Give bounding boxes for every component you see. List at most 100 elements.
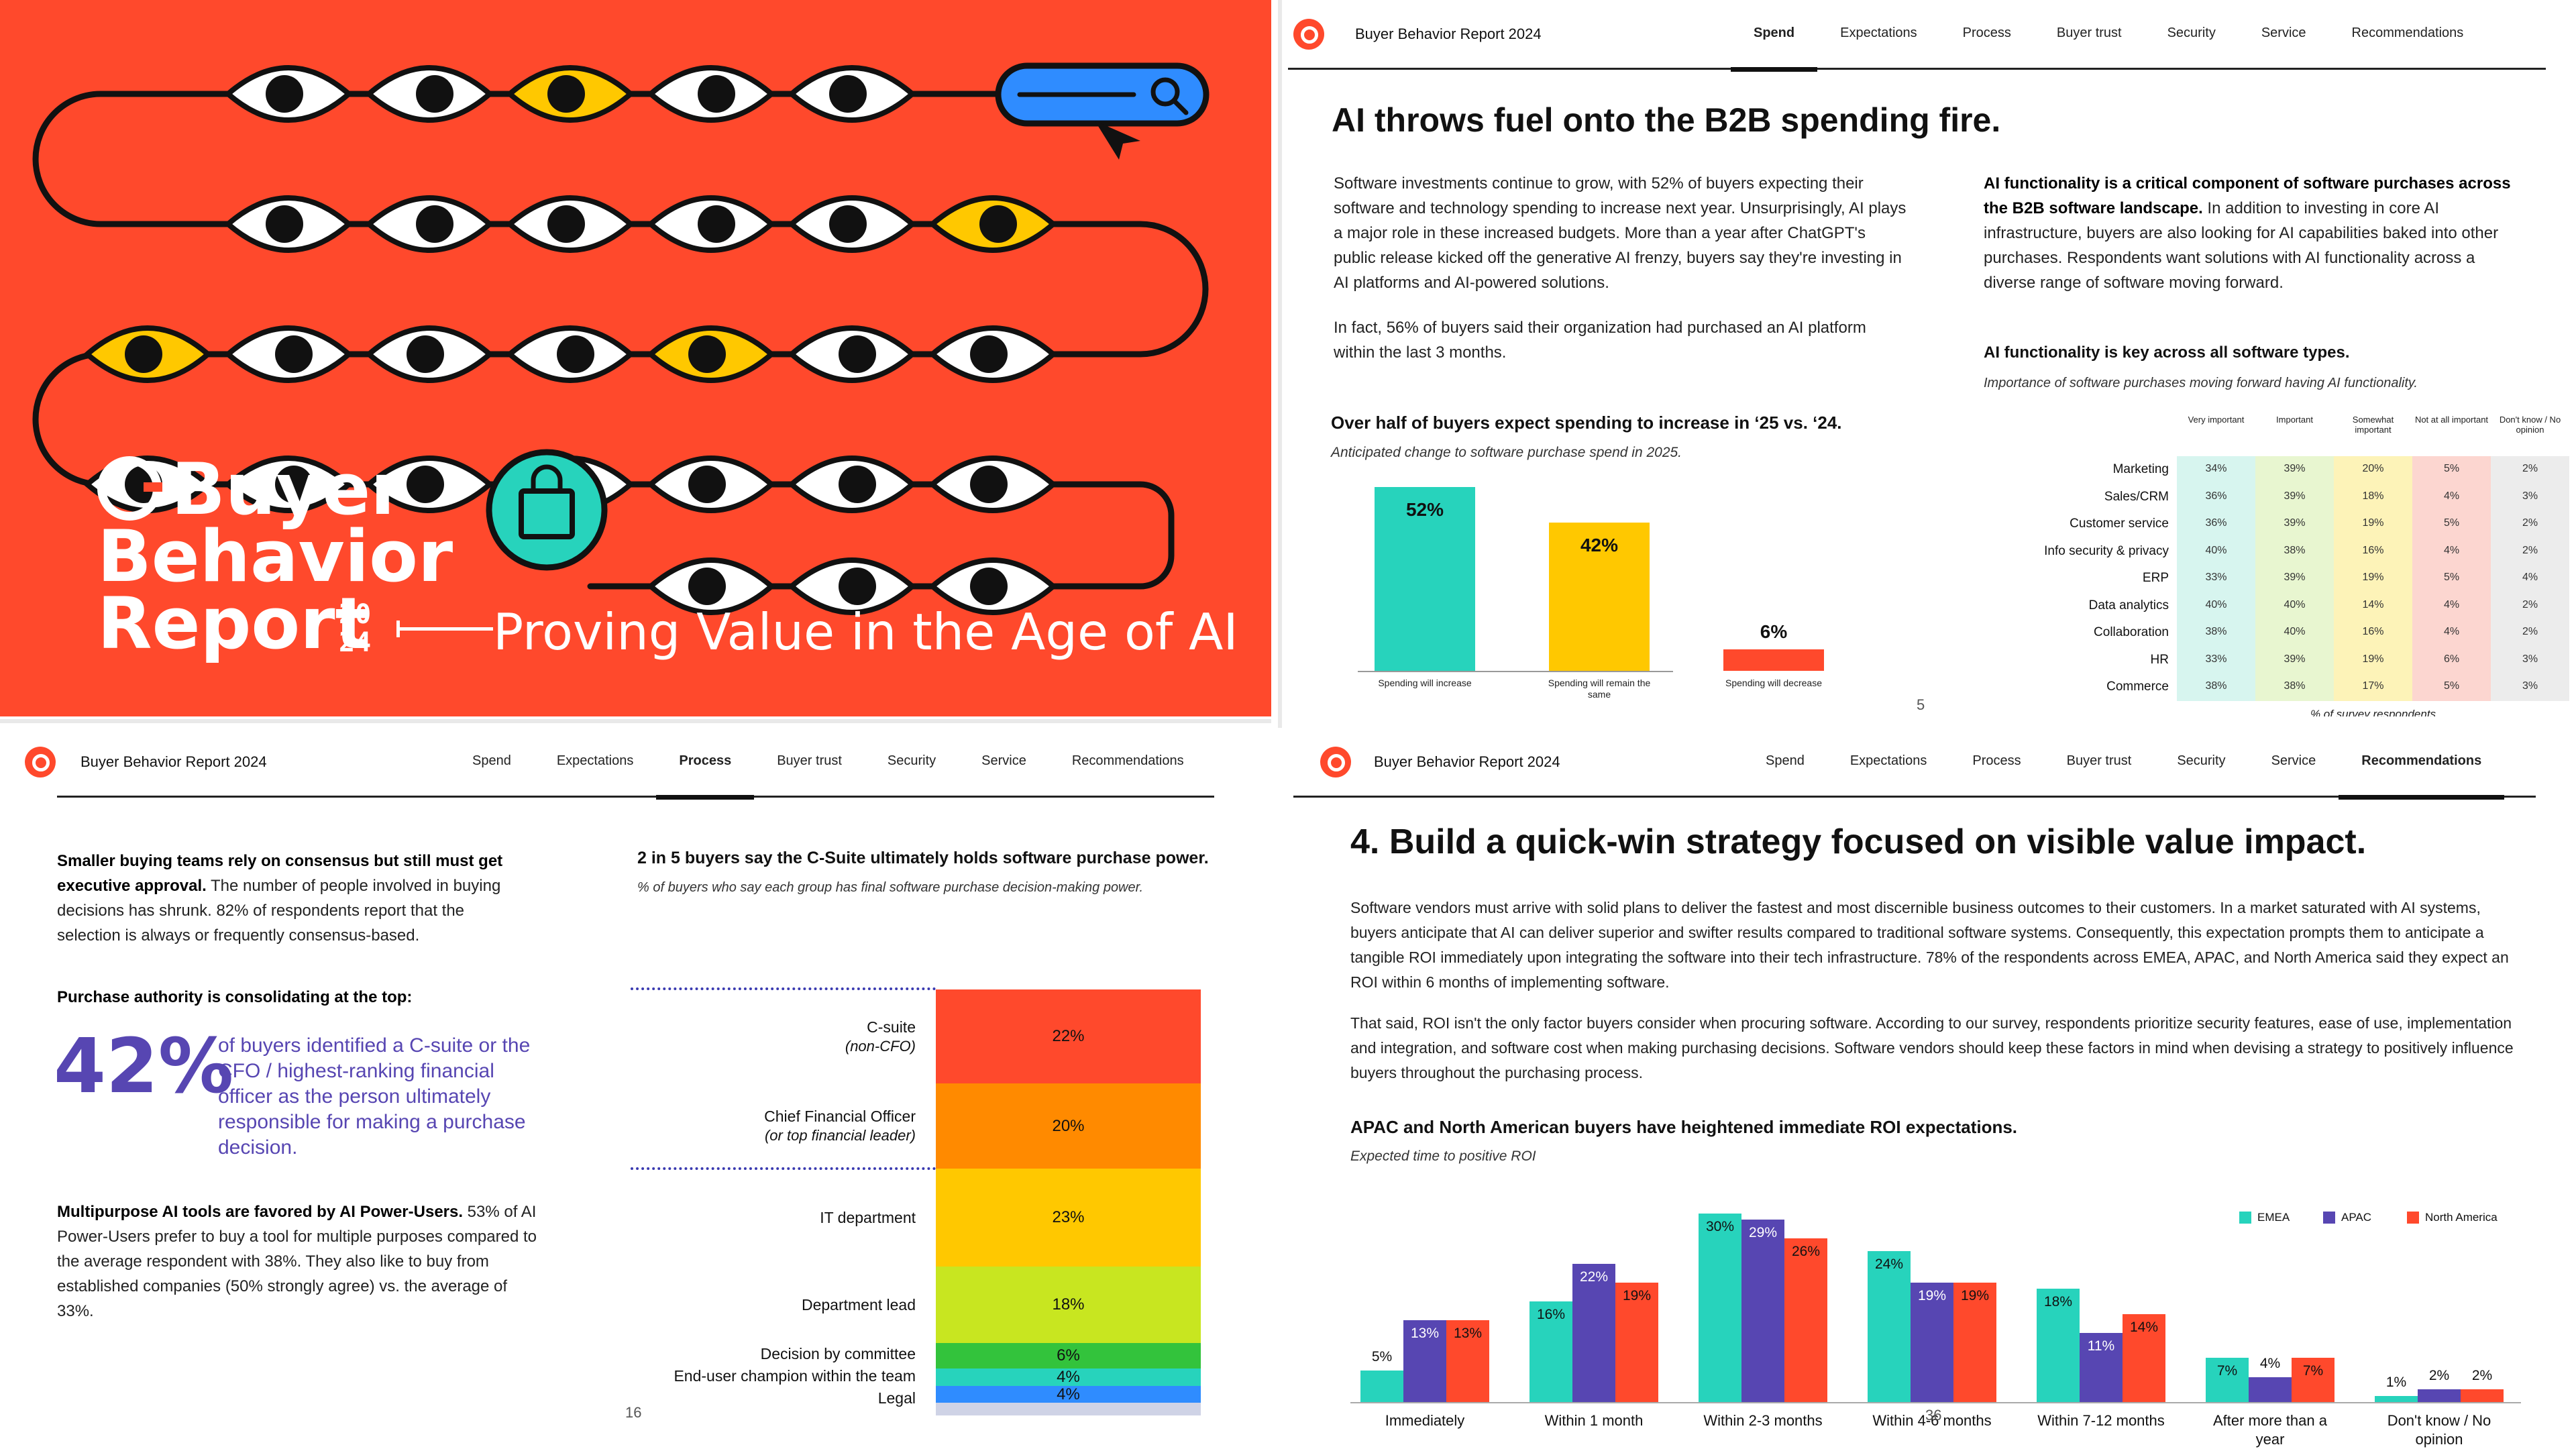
consensus-paragraph: Smaller buying teams rely on consensus b… <box>57 852 503 945</box>
roi-bar-value: 22% <box>1579 1269 1609 1285</box>
nav-brand: Buyer Behavior Report 2024 <box>1355 25 1542 42</box>
heatmap-cell: 2% <box>2522 626 2538 637</box>
heatmap-cell: 38% <box>2284 544 2306 556</box>
decision-category-name: End-user champion within the team <box>674 1367 916 1385</box>
roi-bar <box>2292 1358 2334 1402</box>
g2-logo-icon[interactable] <box>1320 747 1351 777</box>
roi-bar <box>1529 1301 1572 1402</box>
roi-bar-value: 19% <box>1917 1287 1947 1303</box>
tab-expectations[interactable]: Expectations <box>1849 753 1927 768</box>
decision-segment-value: 4% <box>1057 1368 1080 1387</box>
eye-icon <box>787 557 917 615</box>
heatmap-title: AI functionality is key across all softw… <box>1984 343 2350 362</box>
tab-buyer-trust[interactable]: Buyer trust <box>2056 25 2122 40</box>
eye-icon <box>223 65 354 123</box>
legend-item: EMEA <box>2239 1211 2290 1224</box>
legend-swatch <box>2323 1212 2335 1224</box>
eye-icon <box>787 325 917 383</box>
tab-spend[interactable]: Spend <box>1766 753 1805 768</box>
decision-segment-value: 6% <box>1057 1346 1080 1365</box>
heatmap-cell: 2% <box>2522 517 2538 529</box>
tab-security[interactable]: Security <box>887 753 936 768</box>
tab-recommendations[interactable]: Recommendations <box>1071 753 1184 768</box>
tab-security[interactable]: Security <box>2167 25 2216 40</box>
heatmap-cell: 40% <box>2284 626 2306 637</box>
heatmap-cell: 38% <box>2205 680 2227 692</box>
heatmap-cell: 20% <box>2362 463 2384 474</box>
g2-logo-icon[interactable] <box>25 747 56 777</box>
tab-service[interactable]: Service <box>981 753 1026 768</box>
tab-process[interactable]: Process <box>656 728 755 800</box>
decision-segment-value: 22% <box>1052 1027 1085 1045</box>
eyes-group <box>83 65 1058 615</box>
heatmap-cell: 38% <box>2284 680 2306 692</box>
heatmap-row-label: Info security & privacy <box>2044 543 2169 558</box>
intro-paragraph: Software investments continue to grow, w… <box>1334 174 1907 292</box>
g2-logo-icon[interactable] <box>1293 19 1324 50</box>
tab-process[interactable]: Process <box>1972 753 2021 768</box>
heatmap-column-band <box>2412 456 2491 701</box>
spend-chart: 52% Spending will increase 42% Spending wil… <box>1331 470 1824 711</box>
nav-tabs: Spend Expectations Process Buyer trust Secur… <box>449 728 1207 800</box>
tab-spend[interactable]: Spend <box>1731 0 1818 72</box>
heatmap-cell: 5% <box>2443 680 2460 692</box>
decision-category-label: IT department <box>820 1208 916 1227</box>
page-number: 5 <box>1917 696 1925 713</box>
spend-axis-line <box>1358 671 1673 672</box>
tab-process[interactable]: Process <box>1962 25 2011 40</box>
heatmap-cell: 39% <box>2284 463 2306 474</box>
tab-service[interactable]: Service <box>2261 25 2306 40</box>
decision-segment-value: 23% <box>1052 1208 1085 1226</box>
big-stat: 42% <box>54 1023 234 1110</box>
decision-segment-value: 20% <box>1052 1116 1085 1135</box>
roi-bar-value: 29% <box>1748 1225 1778 1241</box>
decision-category-note: (non-CFO) <box>845 1037 916 1055</box>
cover-page: Buyer Behavior Report 20 24 Proving Value… <box>0 0 1271 716</box>
roi-bar <box>1911 1282 1953 1402</box>
heatmap-cell: 2% <box>2522 544 2538 556</box>
tab-recommendations[interactable]: Recommendations <box>2351 25 2464 40</box>
tab-spend[interactable]: Spend <box>472 753 511 768</box>
decision-chart-subtitle: % of buyers who say each group has final… <box>637 880 1144 895</box>
roi-bar-value: 16% <box>1536 1307 1566 1322</box>
decision-category-label: Department lead <box>802 1295 916 1314</box>
tab-recommendations[interactable]: Recommendations <box>2339 728 2505 800</box>
heatmap-cell: 3% <box>2522 653 2538 665</box>
top-nav: Buyer Behavior Report 2024 Spend Expectat… <box>1288 0 2546 72</box>
roi-bar-value: 26% <box>1791 1244 1821 1260</box>
eye-icon <box>505 65 635 123</box>
authority-heading: Purchase authority is consolidating at t… <box>57 988 413 1006</box>
eye-icon <box>83 325 213 383</box>
tab-security[interactable]: Security <box>2177 753 2226 768</box>
tab-buyer-trust[interactable]: Buyer trust <box>2066 753 2132 768</box>
heatmap-row-label: ERP <box>2142 571 2169 585</box>
cover-connector-line <box>396 621 493 637</box>
shopping-bag-icon <box>486 449 608 571</box>
tab-buyer-trust[interactable]: Buyer trust <box>777 753 842 768</box>
spend-bar-value: 6% <box>1760 621 1788 643</box>
eye-icon <box>646 455 776 513</box>
roi-bar-value: 13% <box>1410 1326 1440 1342</box>
roi-bar <box>1446 1320 1489 1402</box>
heatmap-cell: 4% <box>2443 544 2460 556</box>
process-page: Buyer Behavior Report 2024 Spend Expectat… <box>0 728 1288 1449</box>
tab-service[interactable]: Service <box>2271 753 2316 768</box>
heatmap-cell: 17% <box>2362 680 2384 692</box>
roi-category-label: After more than a year <box>2213 1412 2327 1448</box>
page-title: AI throws fuel onto the B2B spending fir… <box>1332 101 2001 139</box>
eye-icon <box>364 65 494 123</box>
heatmap-cell: 39% <box>2284 653 2306 665</box>
nav-tabs: Spend Expectations Process Buyer trust Secur… <box>1731 0 2486 72</box>
roi-bar-value: 2% <box>2428 1368 2450 1384</box>
roi-bar <box>2206 1358 2249 1402</box>
roi-bar <box>1360 1371 1403 1402</box>
roi-bar-value: 4% <box>2259 1355 2281 1371</box>
legend-item: APAC <box>2323 1211 2371 1224</box>
legend-item: North America <box>2407 1211 2498 1224</box>
spend-bar: 6% <box>1723 621 1824 671</box>
page-number: 36 <box>1925 1407 1942 1424</box>
decision-category-label: Decision by committee <box>761 1344 916 1363</box>
tab-expectations[interactable]: Expectations <box>1840 25 1917 40</box>
tab-expectations[interactable]: Expectations <box>556 753 634 768</box>
cover-title: Buyer Behavior Report <box>97 448 453 665</box>
